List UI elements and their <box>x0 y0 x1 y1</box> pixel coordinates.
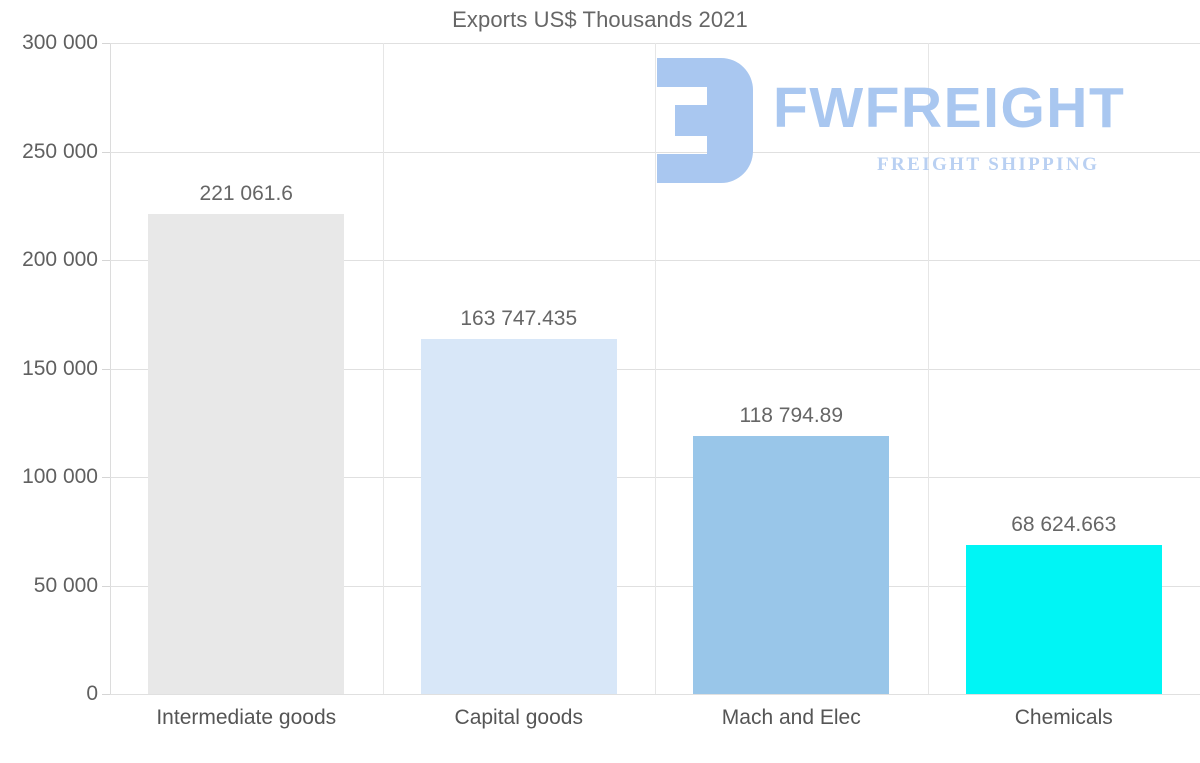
y-axis-tick-label: 150 000 <box>22 356 98 380</box>
bar-value-label: 221 061.6 <box>199 182 293 206</box>
y-axis-tick-mark <box>102 368 110 370</box>
y-axis-tick-mark <box>102 43 110 44</box>
x-axis-tick-label: Intermediate goods <box>156 706 337 729</box>
bar[interactable] <box>420 338 617 694</box>
y-axis-tick-mark <box>102 260 110 261</box>
bar-value-label: 68 624.663 <box>1011 513 1117 537</box>
bar-value-label: 163 747.435 <box>460 306 578 330</box>
bar[interactable] <box>693 436 890 694</box>
plot-area: 221 061.6 163 747.435 118 794.89 68 624.663 <box>110 43 1200 695</box>
x-axis-tick-label: Capital goods <box>454 706 583 729</box>
bar-value-label: 118 794.89 <box>739 404 844 428</box>
y-axis-tick-label: 250 000 <box>22 139 98 163</box>
y-axis-tick-mark <box>102 585 110 587</box>
gridline-vertical <box>383 43 384 694</box>
y-axis-tick-label: 0 <box>86 682 98 705</box>
y-axis-tick-label: 300 000 <box>22 31 98 54</box>
gridline-horizontal <box>110 694 1200 695</box>
bar[interactable] <box>148 214 345 694</box>
y-axis-tick-mark <box>102 477 110 478</box>
chart-title: Exports US$ Thousands 2021 <box>452 7 748 32</box>
y-axis-tick-mark <box>102 151 110 153</box>
x-axis-tick-label: Mach and Elec <box>721 706 861 729</box>
y-axis-tick-label: 50 000 <box>33 573 98 597</box>
y-axis-tick-label: 100 000 <box>22 465 98 488</box>
gridline-vertical <box>655 43 656 694</box>
x-axis-tick-label: Chemicals <box>1014 706 1113 729</box>
bar[interactable] <box>965 545 1162 694</box>
y-axis-tick-label: 200 000 <box>22 248 98 271</box>
gridline-vertical <box>928 43 929 694</box>
